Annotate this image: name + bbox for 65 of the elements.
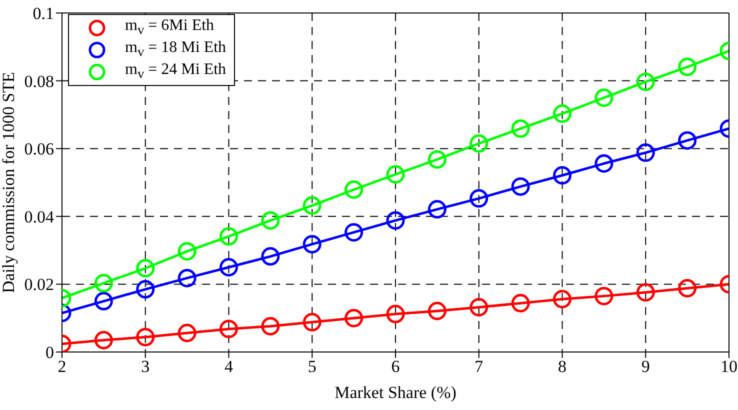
x-tick-label: 7 (474, 357, 484, 376)
point (553, 166, 572, 185)
point (428, 200, 446, 219)
point (678, 279, 697, 298)
legend-label: m$_{v}$ = 24 Mi Eth (125, 61, 226, 83)
point (594, 88, 614, 107)
point (220, 320, 238, 338)
x-tick-label: 5 (308, 357, 316, 376)
point (470, 189, 488, 208)
x-tick-label: 2 (58, 357, 66, 376)
y-tick-label: 0.02 (24, 275, 54, 294)
y-tick-label: 0 (46, 343, 54, 362)
point (344, 180, 364, 199)
x-tick-label: 3 (141, 357, 150, 376)
point (344, 308, 364, 328)
point (470, 134, 488, 153)
y-tick-label: 0.1 (32, 4, 54, 24)
point (594, 286, 614, 306)
y-tick-label: 0.06 (24, 140, 54, 159)
point (302, 234, 322, 254)
point (261, 316, 280, 336)
point (428, 302, 446, 320)
x-tick-label: 8 (558, 357, 566, 376)
x-tick-label: 6 (391, 357, 400, 376)
point (553, 104, 572, 123)
point (470, 298, 488, 316)
point (344, 223, 364, 242)
point (594, 154, 614, 173)
point (178, 324, 196, 342)
legend-label: m$_{v}$ = 6Mi Eth (125, 17, 214, 39)
point (261, 247, 280, 266)
point (302, 196, 322, 215)
y-tick-label: 0.04 (24, 207, 54, 226)
point (94, 330, 113, 350)
x-tick-label: 9 (641, 357, 650, 376)
point (136, 280, 155, 299)
point (636, 143, 655, 162)
point (220, 227, 238, 246)
x-tick-label: 10 (720, 357, 738, 376)
point (511, 294, 530, 312)
point (511, 119, 530, 138)
y-axis-title: Daily commission for 1000 STE (0, 72, 18, 293)
point (386, 304, 405, 324)
point (136, 328, 155, 346)
y-tick-label: 0.08 (24, 72, 54, 91)
point (678, 131, 697, 150)
point (636, 72, 655, 92)
point (386, 165, 405, 184)
point (261, 211, 280, 230)
point (94, 292, 113, 310)
x-tick-label: 4 (224, 357, 234, 376)
x-axis-title: Market Share (%) (334, 383, 456, 402)
point (511, 177, 530, 196)
point (428, 150, 446, 169)
legend-label: m$_{v}$ = 18 Mi Eth (125, 39, 226, 61)
point (220, 258, 238, 276)
point (386, 211, 405, 230)
point (178, 242, 196, 261)
point (302, 312, 322, 332)
point (94, 274, 113, 292)
point (553, 290, 572, 308)
point (678, 58, 697, 76)
point (136, 259, 155, 278)
point (178, 268, 196, 288)
point (636, 283, 655, 302)
